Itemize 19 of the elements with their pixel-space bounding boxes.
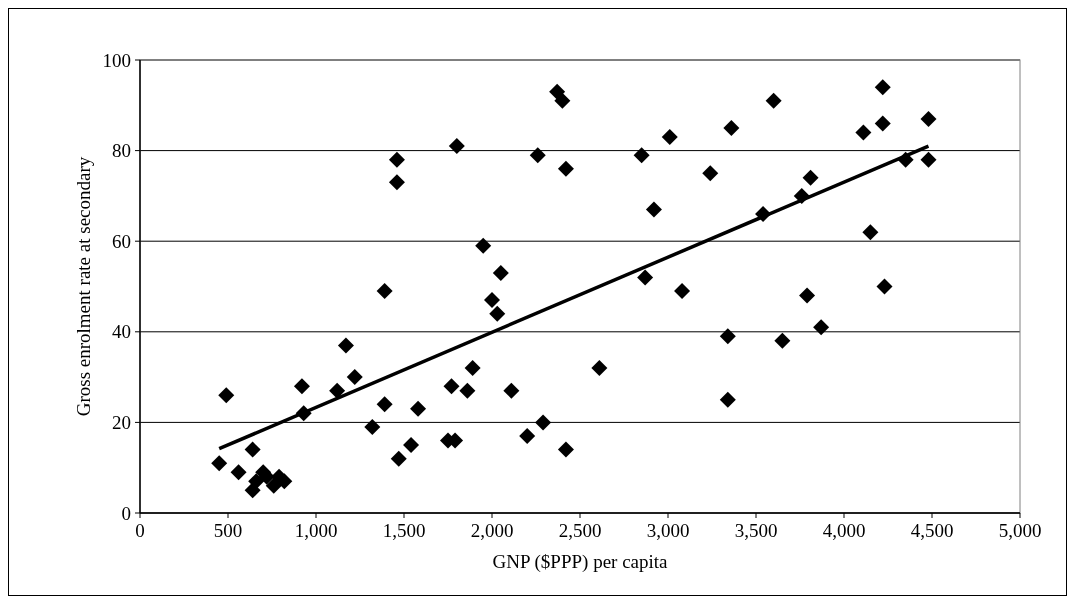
x-tick-label: 2,000	[470, 520, 514, 541]
y-tick-label: 40	[112, 321, 131, 343]
x-tick-label: 3,000	[646, 520, 690, 541]
x-tick-label: 1,000	[294, 520, 338, 541]
y-axis-title: Gross enrolment rate at secondary	[73, 156, 94, 417]
x-tick-label: 4,000	[822, 520, 866, 541]
x-tick-label: 0	[135, 520, 145, 541]
y-tick-label: 80	[112, 140, 131, 162]
x-tick-label: 5,000	[998, 520, 1042, 541]
y-tick-label: 20	[112, 412, 131, 434]
y-tick-label: 0	[121, 502, 131, 524]
x-tick-label: 4,500	[910, 520, 954, 541]
x-tick-label: 3,500	[734, 520, 778, 541]
x-axis-title: GNP ($PPP) per capita	[492, 551, 669, 573]
x-tick-label: 2,500	[558, 520, 602, 541]
x-tick-label: 1,500	[382, 520, 426, 541]
x-tick-label: 500	[213, 520, 243, 541]
y-tick-label: 60	[112, 230, 131, 252]
y-tick-label: 100	[102, 49, 131, 71]
